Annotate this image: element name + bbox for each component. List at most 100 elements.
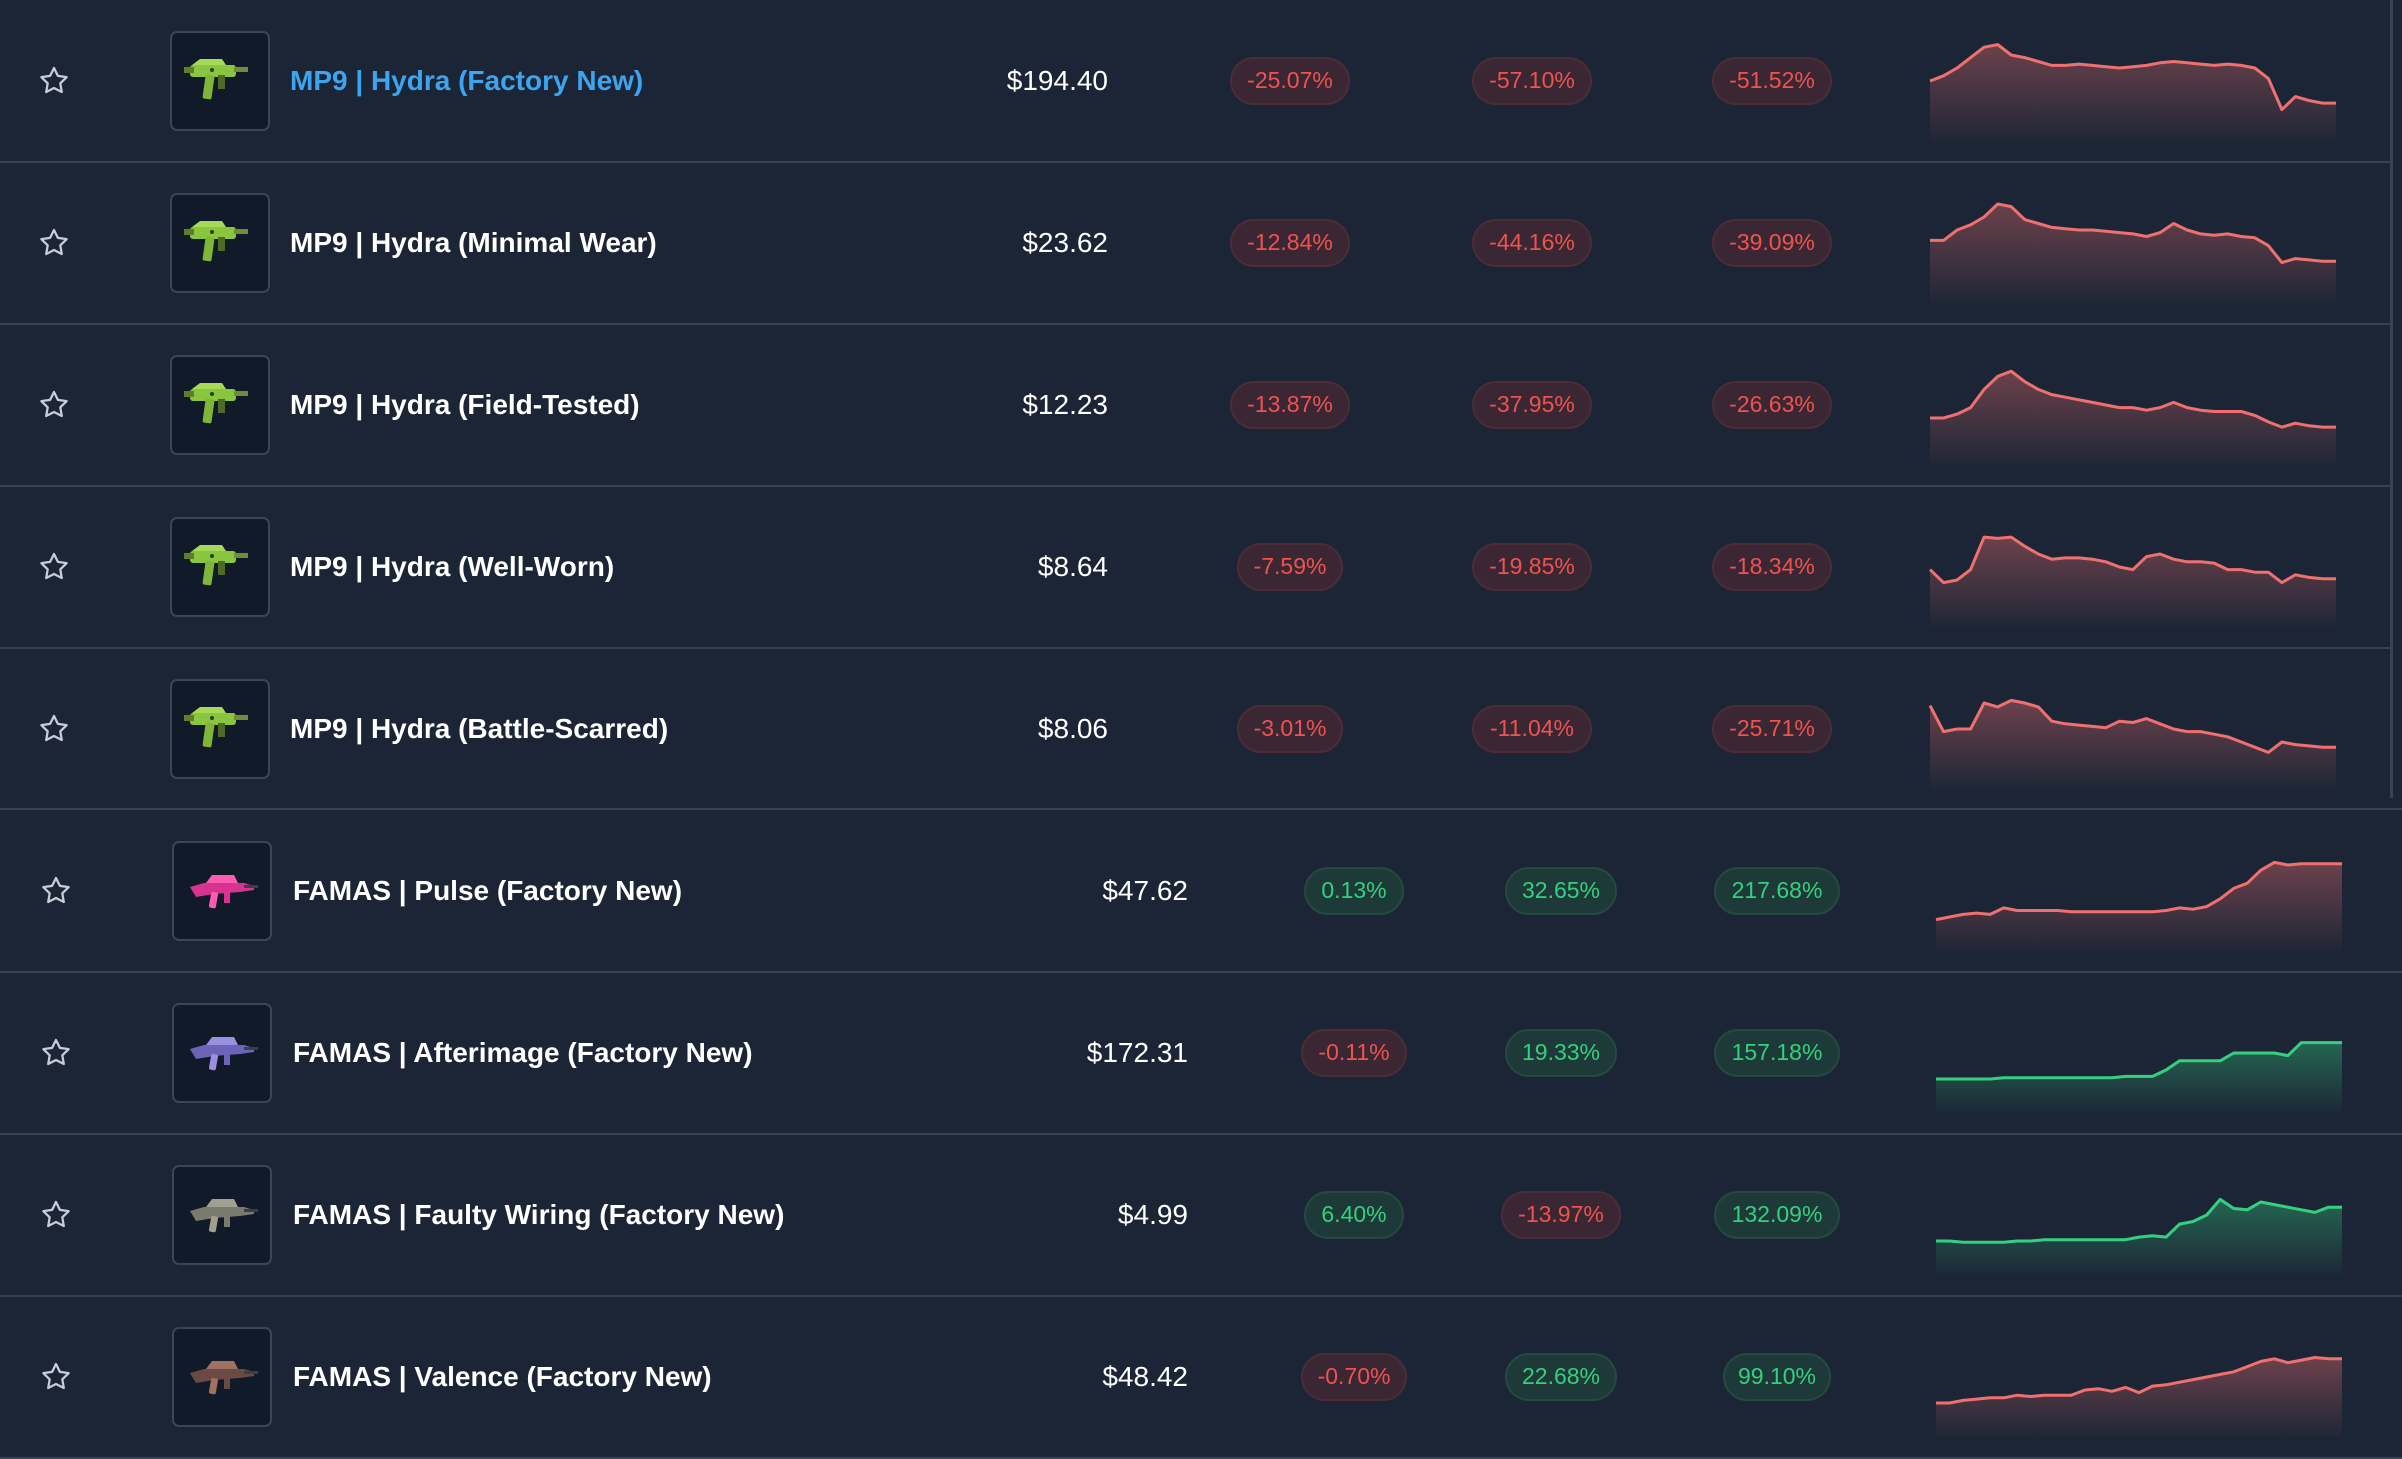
favorite-star-icon[interactable] [38,1035,74,1071]
change-7d-badge: -44.16% [1472,218,1592,267]
favorite-star-icon[interactable] [36,225,72,261]
sparkline-line [1930,202,2336,264]
change-24h-badge: -0.70% [1301,1352,1407,1401]
famas-weapon-icon[interactable] [172,1164,272,1265]
mp9-hydra-weapon-icon[interactable] [170,192,270,293]
item-row[interactable]: FAMAS | Faulty Wiring (Factory New) $4.99… [0,1134,2402,1297]
price-sparkline-chart [1934,993,2344,1113]
item-price: $12.23 [1022,388,1108,420]
item-name-link[interactable]: FAMAS | Afterimage (Factory New) [293,1036,753,1068]
change-24h-badge: -13.87% [1230,380,1350,429]
favorite-star-icon[interactable] [38,873,74,909]
change-30d-badge: 99.10% [1723,1352,1831,1401]
mp9-hydra-weapon-icon[interactable] [170,678,270,779]
item-price: $8.64 [1037,550,1108,582]
change-24h-badge: -7.59% [1237,542,1343,591]
item-row[interactable]: MP9 | Hydra (Minimal Wear) $23.62 -12.84% -… [0,162,2390,325]
item-name-link[interactable]: MP9 | Hydra (Well-Worn) [290,550,615,582]
change-7d-badge: -11.04% [1472,704,1592,753]
famas-weapon-icon[interactable] [172,840,272,941]
change-30d-badge: -18.34% [1712,542,1832,591]
item-name-link[interactable]: MP9 | Hydra (Factory New) [290,64,644,96]
price-sparkline-chart [1928,183,2338,303]
item-row[interactable]: FAMAS | Pulse (Factory New) $47.62 0.13% 32… [0,810,2402,973]
famas-weapon-icon[interactable] [172,1326,272,1427]
sparkline-line [1935,860,2342,921]
change-30d-badge: 217.68% [1714,866,1840,915]
item-row[interactable]: FAMAS | Valence (Factory New) $48.42 -0.70… [0,1296,2402,1459]
sparkline-area [1930,536,2336,627]
change-30d-badge: -25.71% [1712,704,1832,753]
item-price: $23.62 [1022,226,1108,258]
items-table-group-famas: FAMAS | Pulse (Factory New) $47.62 0.13% 32… [0,808,2402,1459]
change-7d-badge: -13.97% [1501,1190,1621,1239]
famas-weapon-icon[interactable] [172,1002,272,1103]
item-price: $47.62 [1102,874,1188,906]
mp9-hydra-weapon-icon[interactable] [170,516,270,617]
item-row[interactable]: MP9 | Hydra (Battle-Scarred) $8.06 -3.01% -… [0,648,2390,811]
change-30d-badge: -39.09% [1712,218,1832,267]
change-7d-badge: 22.68% [1505,1352,1617,1401]
price-sparkline-chart [1928,345,2338,465]
item-price: $48.42 [1102,1360,1188,1392]
sparkline-line [1936,1355,2342,1404]
items-table-group-mp9: MP9 | Hydra (Factory New) $194.40 -25.07% -… [0,0,2393,811]
sparkline-line [1936,1197,2342,1244]
change-24h-badge: -0.11% [1301,1028,1407,1077]
sparkline-line [1930,369,2336,429]
item-row[interactable]: MP9 | Hydra (Field-Tested) $12.23 -13.87% -… [0,324,2390,487]
item-price: $194.40 [1006,64,1108,96]
price-sparkline-chart [1928,669,2338,789]
item-row[interactable]: FAMAS | Afterimage (Factory New) $172.31 -… [0,972,2402,1135]
sparkline-area [1936,861,2342,951]
favorite-star-icon[interactable] [36,387,72,423]
price-sparkline-chart [1934,1155,2344,1275]
favorite-star-icon[interactable] [38,1359,74,1395]
sparkline-line [1928,535,2336,584]
change-7d-badge: 19.33% [1505,1028,1617,1077]
change-7d-badge: -57.10% [1472,56,1592,105]
item-name-link[interactable]: MP9 | Hydra (Battle-Scarred) [290,712,669,744]
change-24h-badge: 0.13% [1304,866,1404,915]
change-7d-badge: -19.85% [1472,542,1592,591]
change-24h-badge: 6.40% [1304,1190,1404,1239]
change-24h-badge: -3.01% [1237,704,1343,753]
mp9-hydra-weapon-icon[interactable] [170,354,270,455]
sparkline-area [1930,203,2336,303]
favorite-star-icon[interactable] [38,1197,74,1233]
sparkline-area [1930,44,2336,141]
price-sparkline-chart [1934,831,2344,951]
item-name-link[interactable]: MP9 | Hydra (Field-Tested) [290,388,640,420]
item-price: $8.06 [1037,712,1108,744]
sparkline-area [1930,370,2336,465]
change-7d-badge: -37.95% [1472,380,1592,429]
item-price: $172.31 [1086,1036,1188,1068]
favorite-star-icon[interactable] [36,549,72,585]
change-30d-badge: 157.18% [1714,1028,1840,1077]
price-sparkline-chart [1934,1317,2344,1437]
item-name-link[interactable]: MP9 | Hydra (Minimal Wear) [290,226,657,258]
mp9-hydra-weapon-icon[interactable] [170,30,270,131]
change-7d-badge: 32.65% [1505,866,1617,915]
item-name-link[interactable]: FAMAS | Valence (Factory New) [293,1360,712,1392]
change-30d-badge: -26.63% [1712,380,1832,429]
change-30d-badge: 132.09% [1714,1190,1840,1239]
sparkline-line [1929,42,2336,111]
favorite-star-icon[interactable] [36,711,72,747]
sparkline-area [1936,1357,2342,1437]
change-24h-badge: -12.84% [1230,218,1350,267]
sparkline-line [1928,698,2336,754]
favorite-star-icon[interactable] [36,63,72,99]
item-row[interactable]: MP9 | Hydra (Factory New) $194.40 -25.07% -… [0,0,2390,163]
sparkline-area [1930,699,2336,789]
change-30d-badge: -51.52% [1712,56,1832,105]
item-name-link[interactable]: FAMAS | Pulse (Factory New) [293,874,683,906]
price-sparkline-chart [1928,507,2338,627]
item-price: $4.99 [1117,1198,1188,1230]
group-separator [0,798,2402,808]
item-row[interactable]: MP9 | Hydra (Well-Worn) $8.64 -7.59% -19.85… [0,486,2390,649]
price-sparkline-chart [1928,21,2338,141]
item-name-link[interactable]: FAMAS | Faulty Wiring (Factory New) [293,1198,785,1230]
change-24h-badge: -25.07% [1230,56,1350,105]
sparkline-line [1936,1040,2342,1080]
